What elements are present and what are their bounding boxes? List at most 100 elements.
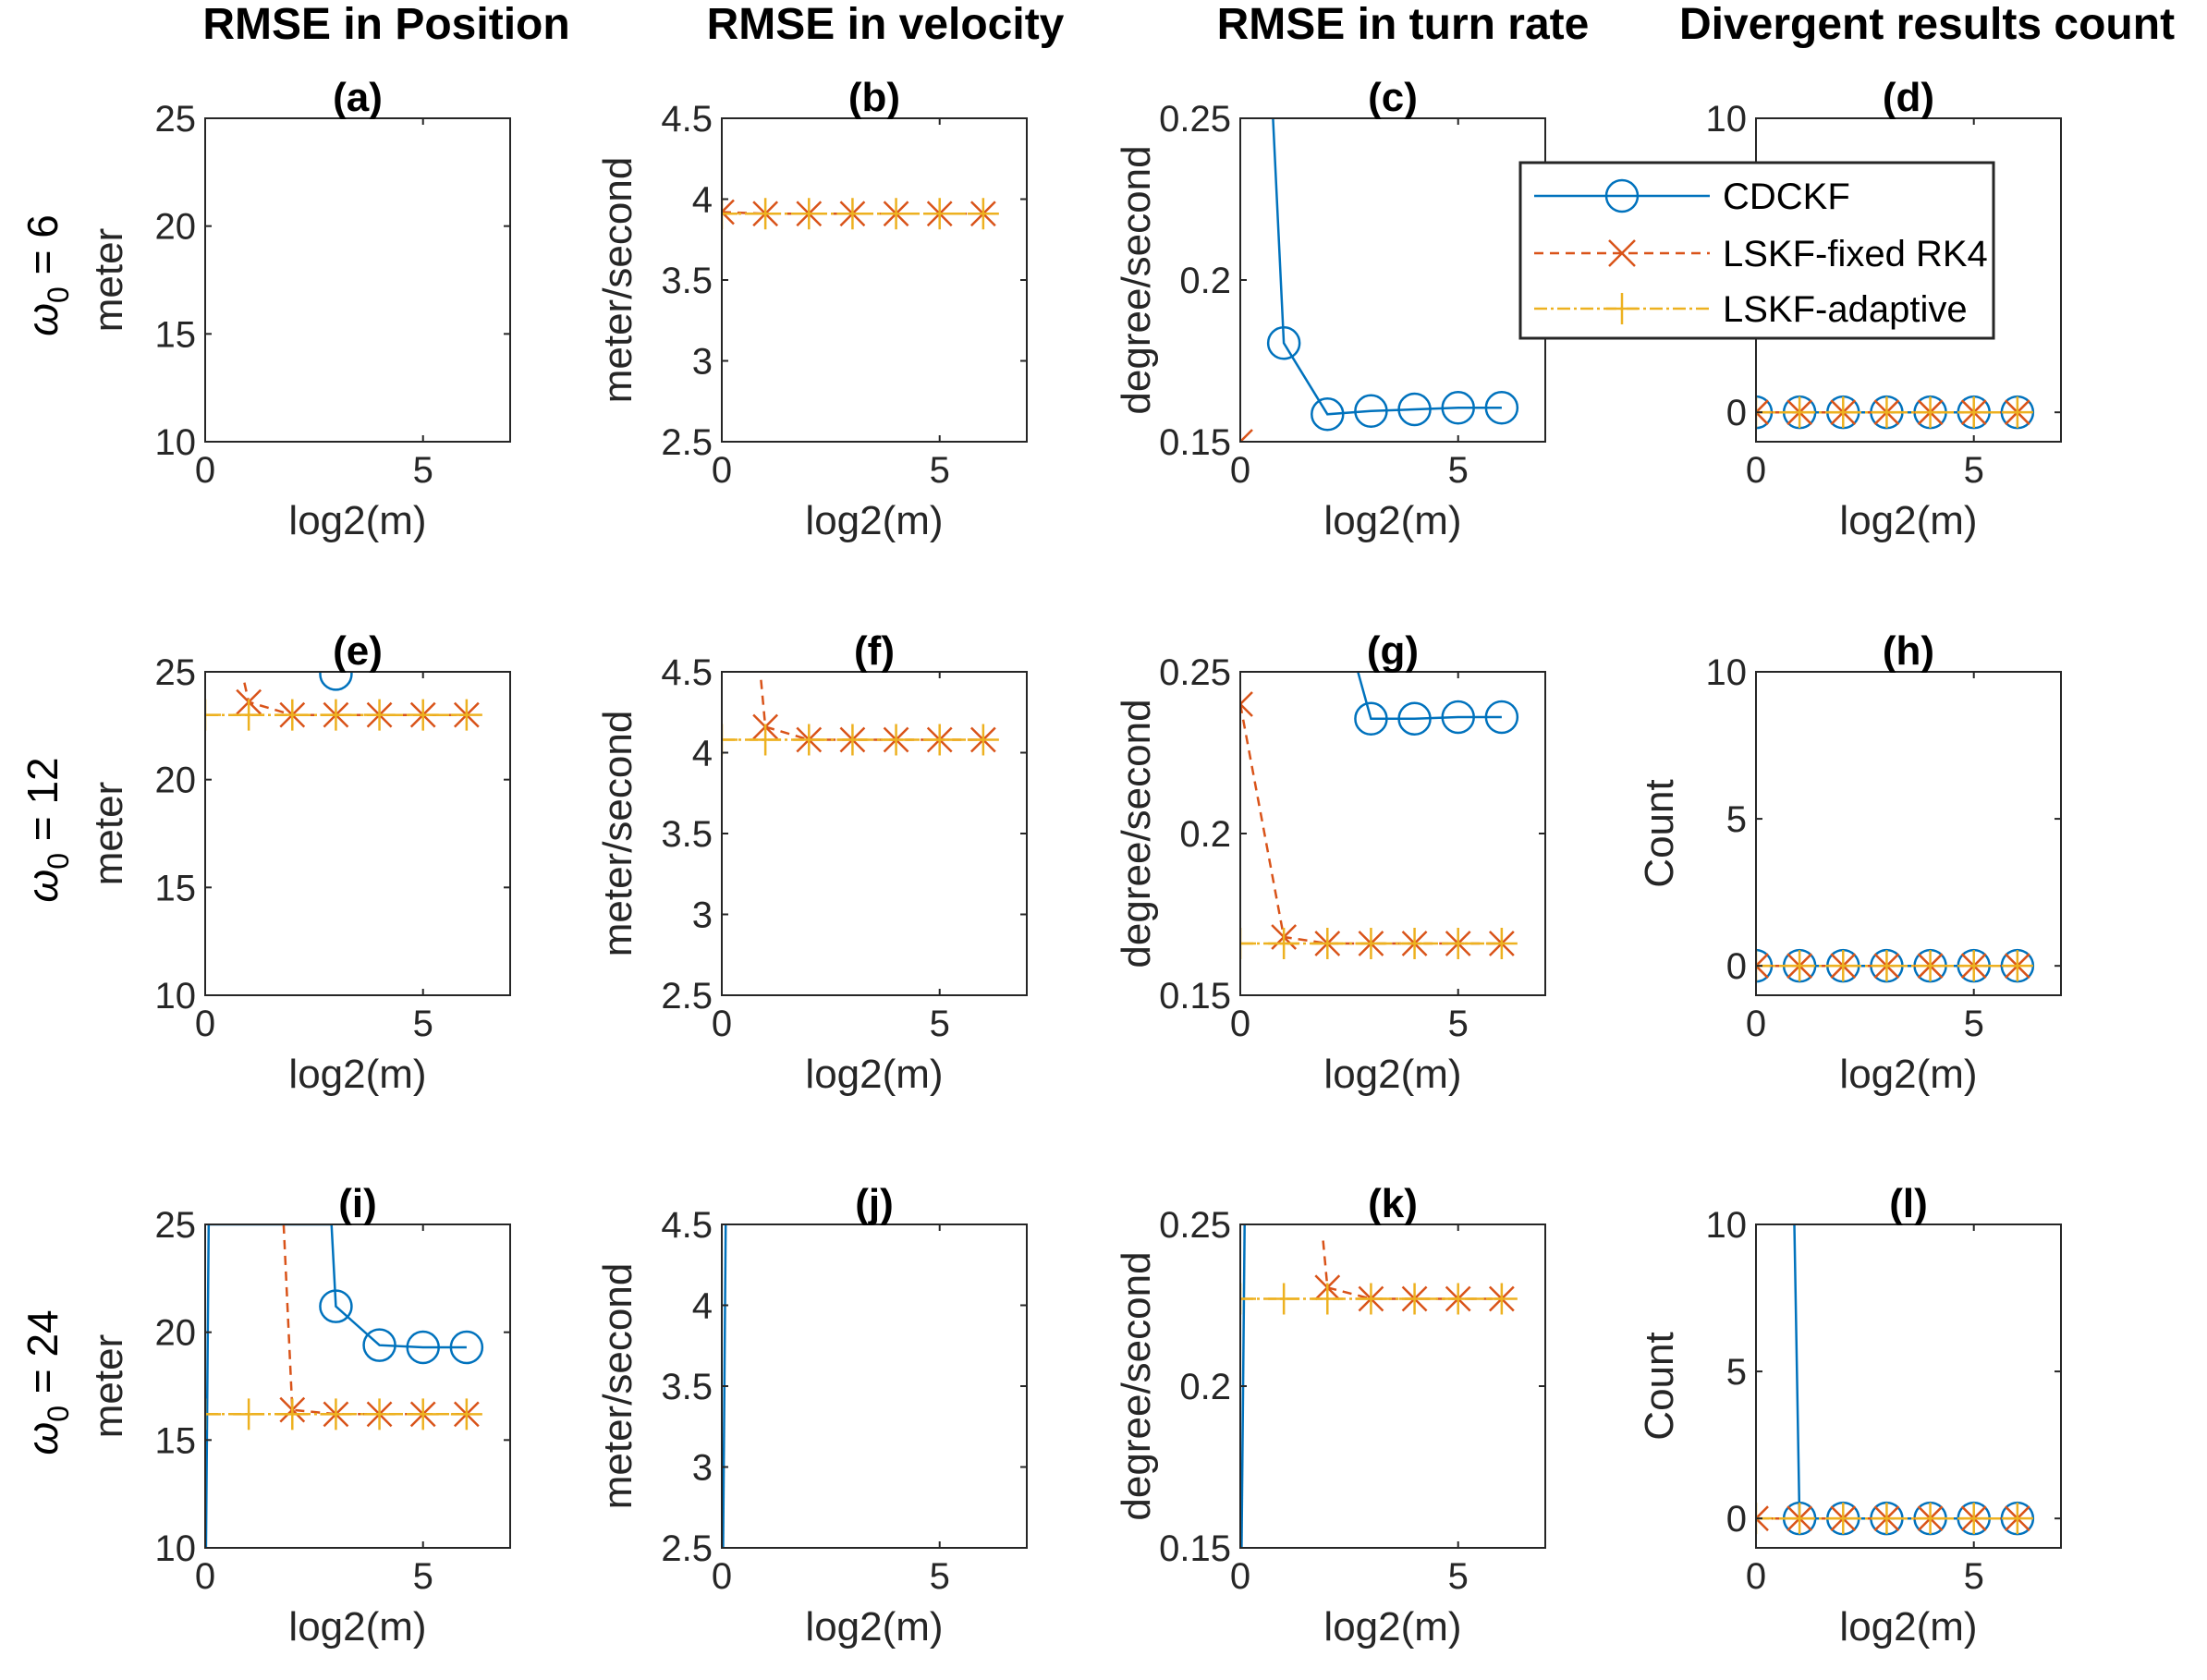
y-tick-label: 0 xyxy=(1726,393,1747,433)
y-tick-label: 20 xyxy=(155,207,197,248)
marker-plus-lskf-adaptive xyxy=(205,699,221,731)
y-tick-label: 10 xyxy=(155,422,197,463)
x-axis-label: log2(m) xyxy=(288,1604,426,1650)
y-tick-label: 15 xyxy=(155,314,197,355)
axes-box xyxy=(721,117,1028,443)
x-tick-label: 5 xyxy=(930,1556,950,1597)
axes-box xyxy=(1755,671,2062,996)
series-line-lskf-fixed-rk4 xyxy=(282,1224,467,1416)
marker-plus-lskf-adaptive xyxy=(1914,396,1946,429)
marker-plus-lskf-adaptive xyxy=(1914,950,1946,982)
column-title-position: RMSE in Position xyxy=(202,0,569,49)
y-tick-label: 15 xyxy=(155,868,197,908)
panel-h: 0 5 0 5 10 (h) log2(m) Count xyxy=(1637,628,2062,1097)
y-tick-label: 10 xyxy=(1706,1205,1748,1246)
y-tick-label: 3 xyxy=(692,1448,713,1489)
column-titles: RMSE in Position RMSE in velocity RMSE i… xyxy=(202,0,2175,49)
x-tick-label: 5 xyxy=(1448,1004,1469,1044)
marker-plus-lskf-adaptive xyxy=(1871,396,1903,429)
row-label-value: = 6 xyxy=(18,214,67,286)
marker-plus-lskf-adaptive xyxy=(1914,1503,1946,1535)
panel-i-data xyxy=(205,1224,484,1548)
x-tick-label: 0 xyxy=(195,450,215,491)
marker-plus-lskf-adaptive xyxy=(363,1398,396,1430)
marker-plus-lskf-adaptive xyxy=(793,198,825,230)
marker-plus-lskf-adaptive xyxy=(276,1398,309,1430)
marker-plus-lskf-adaptive xyxy=(1485,1283,1518,1315)
x-tick-label: 5 xyxy=(1448,450,1469,491)
panel-l: 0 5 0 5 10 (l) log2(m) Count xyxy=(1637,1181,2062,1650)
row-label-omega-6: ω0 = 6 xyxy=(18,214,75,336)
marker-plus-lskf-adaptive xyxy=(750,198,782,230)
x-tick-label: 0 xyxy=(195,1556,215,1597)
y-tick-label: 25 xyxy=(155,1205,197,1246)
y-tick-label: 3 xyxy=(692,895,713,936)
marker-plus-lskf-adaptive xyxy=(1957,950,1990,982)
marker-circle-cdckf xyxy=(1484,391,1519,425)
y-axis-label: degree/second xyxy=(1114,699,1159,968)
x-axis-label: log2(m) xyxy=(805,1052,943,1097)
legend-label-cdckf: CDCKF xyxy=(1723,177,1850,217)
y-tick-label: 10 xyxy=(1706,652,1748,693)
axes-box xyxy=(204,671,511,996)
y-tick-label: 0.2 xyxy=(1179,1367,1231,1407)
x-tick-label: 0 xyxy=(1746,1556,1766,1597)
axes-box xyxy=(204,1223,511,1549)
marker-plus-lskf-adaptive xyxy=(1827,396,1859,429)
panel-g: 0 5 0.15 0.2 0.25 (g) log2(m) degree/second xyxy=(1114,628,1546,1097)
y-tick-label: 3.5 xyxy=(661,1367,713,1407)
marker-plus-lskf-adaptive xyxy=(1240,1283,1256,1315)
marker-plus-lskf-adaptive xyxy=(2001,396,2033,429)
panel-k: 0 5 0.15 0.2 0.25 (k) log2(m) degree/second xyxy=(1114,1181,1546,1650)
marker-plus-lskf-adaptive xyxy=(1442,928,1474,959)
y-axis-label: meter/second xyxy=(595,711,640,957)
x-tick-label: 5 xyxy=(1448,1556,1469,1597)
y-tick-label: 2.5 xyxy=(661,1528,713,1569)
x-tick-label: 0 xyxy=(1230,1556,1250,1597)
x-tick-label: 0 xyxy=(712,450,732,491)
y-tick-label: 25 xyxy=(155,99,197,140)
marker-plus-lskf-adaptive xyxy=(880,198,912,230)
marker-plus-lskf-adaptive xyxy=(276,699,309,731)
marker-plus-lskf-adaptive xyxy=(363,699,396,731)
panel-e-data xyxy=(205,672,482,731)
y-tick-label: 5 xyxy=(1726,1352,1747,1393)
y-tick-label: 10 xyxy=(155,1528,197,1569)
marker-circle-cdckf xyxy=(1441,700,1475,735)
marker-x-lskf-fixed-rk4 xyxy=(1756,399,1769,426)
marker-plus-lskf-adaptive xyxy=(722,724,738,756)
y-tick-label: 2.5 xyxy=(661,422,713,463)
x-tick-label: 0 xyxy=(1230,450,1250,491)
marker-circle-cdckf xyxy=(1441,391,1475,425)
marker-plus-lskf-adaptive xyxy=(923,724,956,756)
marker-plus-lskf-adaptive xyxy=(233,1398,265,1430)
y-tick-label: 0.15 xyxy=(1159,976,1231,1017)
marker-plus-lskf-adaptive xyxy=(722,198,738,230)
marker-circle-cdckf xyxy=(449,1330,484,1365)
marker-plus-lskf-adaptive xyxy=(205,1398,221,1430)
legend-marker-lskf-fixed-rk4 xyxy=(1608,239,1636,267)
y-axis-label: degree/second xyxy=(1114,1251,1159,1520)
series-line-lskf-fixed-rk4 xyxy=(1322,1240,1502,1300)
panel-h-data xyxy=(1756,948,2035,983)
panel-b: 0 5 2.5 3 3.5 4 4.5 (b) log2(m) meter/second xyxy=(595,75,1028,543)
column-title-turn-rate: RMSE in turn rate xyxy=(1217,0,1590,49)
marker-plus-lskf-adaptive xyxy=(967,198,999,230)
y-tick-label: 4.5 xyxy=(661,652,713,693)
x-tick-label: 0 xyxy=(195,1004,215,1044)
marker-plus-lskf-adaptive xyxy=(320,1398,352,1430)
panel-title: (j) xyxy=(855,1181,894,1226)
marker-plus-lskf-adaptive xyxy=(1871,1503,1903,1535)
x-axis-label: log2(m) xyxy=(1839,498,1977,543)
row-label-subscript: 0 xyxy=(42,286,75,303)
legend-entry-cdckf: CDCKF xyxy=(1534,177,1850,217)
y-tick-label: 4 xyxy=(692,1286,713,1327)
x-axis-label: log2(m) xyxy=(805,498,943,543)
marker-plus-lskf-adaptive xyxy=(836,724,869,756)
y-axis-label: meter/second xyxy=(595,157,640,404)
x-tick-label: 0 xyxy=(1746,1004,1766,1044)
panel-l-data xyxy=(1756,1224,2035,1536)
marker-plus-lskf-adaptive xyxy=(1268,1283,1300,1315)
marker-circle-cdckf xyxy=(1266,326,1301,360)
axes-box xyxy=(1755,1223,2062,1549)
